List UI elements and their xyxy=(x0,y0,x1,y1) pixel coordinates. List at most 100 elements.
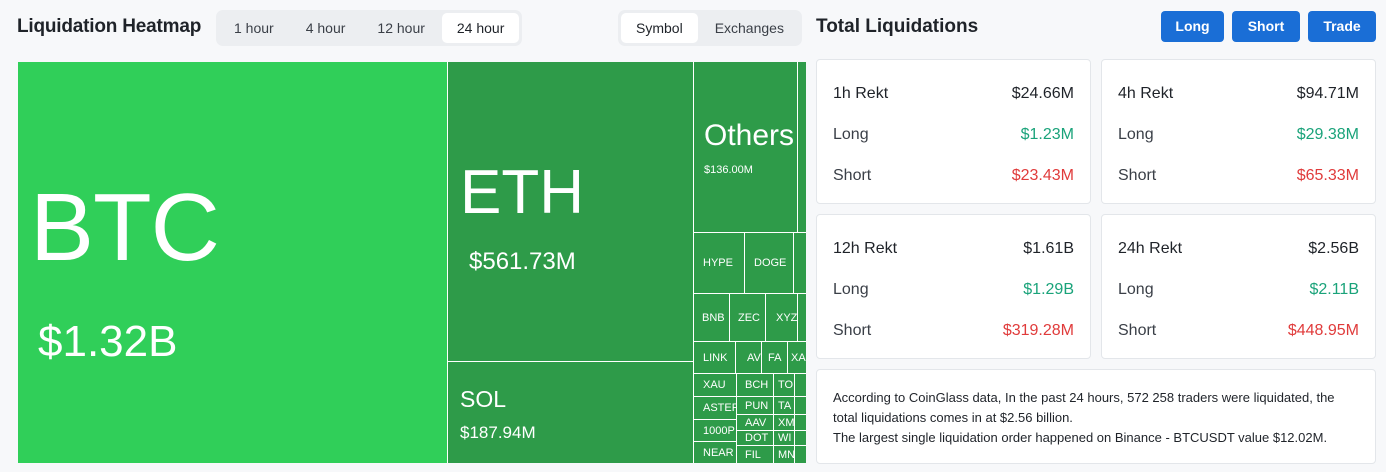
tile-symbol: BNB xyxy=(702,311,725,324)
treemap-tile-bnb[interactable]: BNB xyxy=(693,293,730,342)
treemap-tile-strip[interactable] xyxy=(797,62,806,233)
tile-symbol: XM xyxy=(778,416,795,429)
time-option-12h[interactable]: 12 hour xyxy=(377,20,425,36)
treemap-tile-hype[interactable]: HYPE xyxy=(693,232,745,294)
short-label: Short xyxy=(1118,167,1157,184)
treemap-tile-sol[interactable]: SOL $187.94M xyxy=(447,361,694,463)
rekt-card-4h: 4h Rekt $94.71M Long $29.38M Short $65.33M xyxy=(1101,59,1376,204)
treemap-tile-wi[interactable]: WI xyxy=(773,430,795,446)
treemap-tile-aster[interactable]: ASTER xyxy=(693,396,737,420)
tile-value: $136.00M xyxy=(704,164,753,176)
tile-symbol: XAU xyxy=(703,379,726,391)
treemap-tile-xau[interactable]: XAU xyxy=(693,373,737,397)
short-value: $65.33M xyxy=(1296,167,1359,184)
treemap-tile-small[interactable] xyxy=(793,232,806,294)
treemap-tile-others[interactable]: Others $136.00M xyxy=(693,62,798,233)
treemap-tile-fil[interactable]: FIL xyxy=(736,445,774,463)
treemap-tile-link[interactable]: LINK xyxy=(693,341,736,374)
liquidation-treemap: BTC $1.32B ETH $561.73M SOL $187.94M Oth… xyxy=(18,62,806,463)
tile-symbol: NEAR xyxy=(703,446,734,459)
card-total: $1.61B xyxy=(1023,240,1074,257)
long-label: Long xyxy=(833,126,869,143)
treemap-tile-pun[interactable]: PUN xyxy=(736,396,774,415)
treemap-tile-xyz[interactable]: XYZ xyxy=(765,293,798,342)
short-value: $319.28M xyxy=(1002,322,1074,339)
treemap-tile-av[interactable]: AV xyxy=(735,341,762,374)
treemap-tile-small[interactable] xyxy=(794,373,806,397)
treemap-tile-mn[interactable]: MN xyxy=(773,445,795,463)
card-label: 1h Rekt xyxy=(833,85,889,102)
treemap-tile-eth[interactable]: ETH $561.73M xyxy=(447,62,694,362)
short-value: $23.43M xyxy=(1011,167,1074,184)
time-option-24h[interactable]: 24 hour xyxy=(441,13,520,43)
card-total: $2.56B xyxy=(1308,240,1359,257)
treemap-tile-near[interactable]: NEAR xyxy=(693,441,737,463)
tile-symbol: BCH xyxy=(745,379,769,391)
rekt-card-1h: 1h Rekt $24.66M Long $1.23M Short $23.43M xyxy=(816,59,1091,204)
treemap-tile-small[interactable] xyxy=(794,430,806,446)
long-label: Long xyxy=(833,281,869,298)
tile-value: $1.32B xyxy=(38,317,178,366)
tile-symbol: TO xyxy=(778,379,794,391)
tile-symbol: MN xyxy=(778,448,795,461)
tile-symbol: ASTER xyxy=(703,402,737,414)
treemap-tile-btc[interactable]: BTC $1.32B xyxy=(18,62,448,463)
long-button[interactable]: Long xyxy=(1161,11,1224,42)
tile-symbol: FA xyxy=(768,351,782,364)
tile-symbol: DOGE xyxy=(754,257,787,269)
treemap-tile-xm[interactable]: XM xyxy=(773,414,795,431)
treemap-tile-small[interactable] xyxy=(794,445,806,463)
tile-symbol: FIL xyxy=(745,448,761,461)
tile-symbol: LINK xyxy=(703,351,728,364)
treemap-tile-dot[interactable]: DOT xyxy=(736,430,774,446)
trade-button[interactable]: Trade xyxy=(1308,11,1376,42)
tile-symbol: ZEC xyxy=(738,311,760,324)
tile-symbol: ETH xyxy=(460,158,584,227)
liquidation-summary: According to CoinGlass data, In the past… xyxy=(816,369,1376,464)
card-label: 12h Rekt xyxy=(833,240,898,257)
tile-symbol: Others xyxy=(704,119,795,152)
short-button[interactable]: Short xyxy=(1232,11,1300,42)
card-label: 4h Rekt xyxy=(1118,85,1174,102)
tile-symbol: WI xyxy=(778,432,792,444)
tile-symbol: BTC xyxy=(30,174,220,281)
rekt-card-12h: 12h Rekt $1.61B Long $1.29B Short $319.28M xyxy=(816,214,1091,359)
long-label: Long xyxy=(1118,281,1154,298)
view-option-exchanges[interactable]: Exchanges xyxy=(714,20,784,36)
treemap-tile-zec[interactable]: ZEC xyxy=(729,293,766,342)
view-selector: Symbol Exchanges xyxy=(618,10,802,46)
short-value: $448.95M xyxy=(1287,322,1359,339)
time-option-4h[interactable]: 4 hour xyxy=(305,20,346,36)
long-value: $1.23M xyxy=(1020,126,1074,143)
long-value: $1.29B xyxy=(1023,281,1074,298)
card-total: $24.66M xyxy=(1011,85,1074,102)
treemap-tile-xa[interactable]: XA xyxy=(787,341,806,374)
long-value: $2.11B xyxy=(1309,281,1359,298)
treemap-tile-aav[interactable]: AAV xyxy=(736,414,774,431)
treemap-tile-small[interactable] xyxy=(797,293,806,342)
treemap-tile-small[interactable] xyxy=(794,396,806,415)
tile-value: $187.94M xyxy=(460,423,536,442)
treemap-tile-1000p[interactable]: 1000P xyxy=(693,419,737,442)
view-option-symbol[interactable]: Symbol xyxy=(621,13,698,43)
treemap-tile-doge[interactable]: DOGE xyxy=(744,232,794,294)
short-label: Short xyxy=(1118,322,1157,339)
time-option-1h[interactable]: 1 hour xyxy=(234,20,274,36)
treemap-tile-small[interactable] xyxy=(794,414,806,431)
largest-order-text: The largest single liquidation order hap… xyxy=(833,430,1328,445)
treemap-tile-ta[interactable]: TA xyxy=(773,396,795,415)
tile-symbol: AV xyxy=(747,351,761,364)
short-label: Short xyxy=(833,167,872,184)
tile-symbol: HYPE xyxy=(703,257,733,269)
tile-symbol: XA xyxy=(791,351,806,364)
tile-symbol: XYZ xyxy=(776,311,798,324)
tile-symbol: SOL xyxy=(460,386,507,412)
card-label: 24h Rekt xyxy=(1118,240,1183,257)
tile-symbol: TA xyxy=(778,399,792,412)
long-label: Long xyxy=(1118,126,1154,143)
treemap-tile-fa[interactable]: FA xyxy=(761,341,788,374)
treemap-tile-bch[interactable]: BCH xyxy=(736,373,774,397)
treemap-tile-to[interactable]: TO xyxy=(773,373,795,397)
tile-symbol: PUN xyxy=(745,399,769,412)
